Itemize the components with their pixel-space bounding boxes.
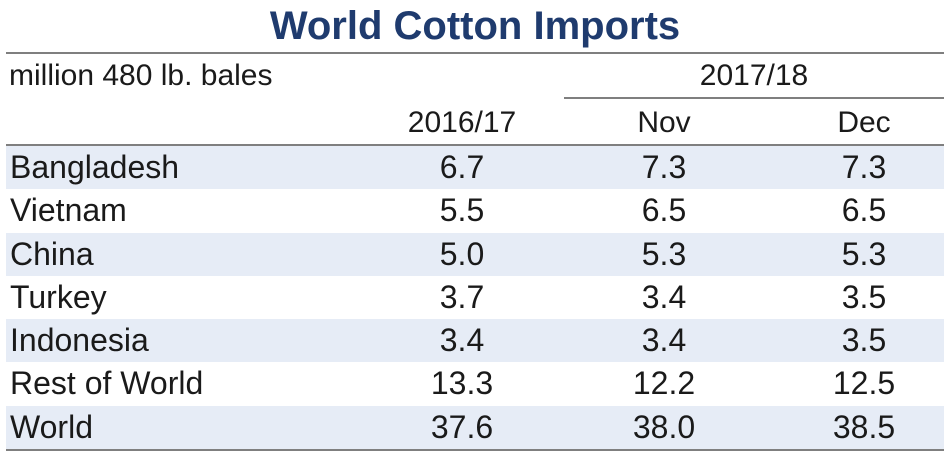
cell-value: 6.7 (439, 149, 485, 185)
table-title: World Cotton Imports (269, 4, 681, 48)
cell-value: 7.3 (841, 149, 887, 185)
table-row: Vietnam 5.5 6.5 6.5 (6, 189, 944, 232)
row-label: World (10, 408, 93, 445)
header-rule (6, 144, 944, 146)
cell-value: 3.4 (641, 322, 687, 359)
cell-value: 38.0 (632, 408, 696, 445)
row-label: Rest of World (10, 365, 204, 402)
cell-value: 7.3 (641, 149, 687, 185)
bottom-rule (6, 449, 944, 451)
table-row: Rest of World 13.3 12.2 12.5 (6, 362, 944, 405)
table-row: China 5.0 5.3 5.3 (6, 232, 944, 276)
table-row: World 37.6 38.0 38.5 (6, 405, 944, 450)
cell-value: 5.3 (641, 235, 687, 272)
group-header-rule (564, 97, 944, 99)
cell-value: 3.4 (641, 278, 687, 315)
cell-value: 3.4 (439, 322, 485, 359)
cell-value: 12.5 (832, 365, 896, 402)
cell-value: 12.2 (632, 365, 696, 402)
row-label: Indonesia (10, 322, 149, 359)
cell-value: 5.3 (841, 235, 887, 272)
cell-value: 37.6 (430, 408, 494, 445)
cell-value: 38.5 (832, 408, 896, 445)
cell-value: 5.0 (439, 235, 485, 272)
top-rule (6, 52, 944, 54)
table-row: Bangladesh 6.7 7.3 7.3 (6, 146, 944, 190)
column-header-2016-17: 2016/17 (407, 106, 517, 139)
row-label: Bangladesh (10, 149, 180, 185)
column-header-nov: Nov (637, 106, 691, 139)
table-body: Bangladesh 6.7 7.3 7.3 Vietnam 5.5 6.5 6… (6, 146, 944, 450)
cell-value: 6.5 (641, 192, 687, 229)
row-label: Turkey (10, 278, 107, 315)
unit-label: million 480 lb. bales (9, 59, 273, 92)
cell-value: 3.5 (841, 278, 887, 315)
cell-value: 5.5 (439, 192, 485, 229)
group-header-2017-18: 2017/18 (699, 59, 809, 92)
cell-value: 6.5 (841, 192, 887, 229)
column-header-dec: Dec (837, 106, 891, 139)
table-row: Turkey 3.7 3.4 3.5 (6, 276, 944, 319)
table-row: Indonesia 3.4 3.4 3.5 (6, 319, 944, 363)
cell-value: 13.3 (430, 365, 494, 402)
row-label: China (10, 235, 94, 272)
cell-value: 3.7 (439, 278, 485, 315)
cell-value: 3.5 (841, 322, 887, 359)
row-label: Vietnam (10, 192, 127, 229)
